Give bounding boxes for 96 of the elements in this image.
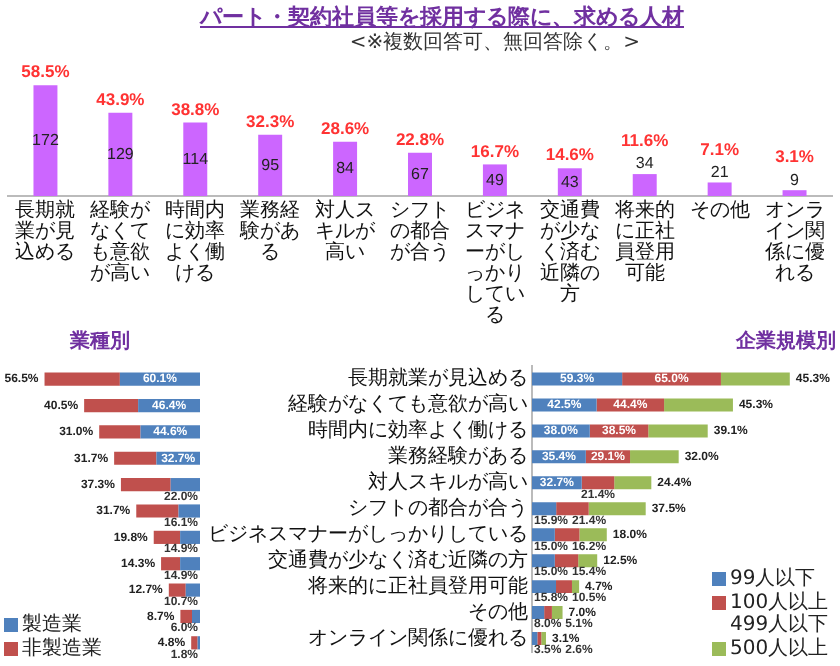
- bar: [554, 528, 580, 542]
- bar: [180, 530, 200, 544]
- y-tick-label: 長期就業が見込める: [348, 366, 528, 391]
- chart-title: 企業規模別: [734, 329, 836, 354]
- bar: [532, 502, 557, 516]
- y-tick-label: 業務経験がある: [388, 444, 528, 469]
- y-tick-label: シフトの都合が合う: [348, 495, 528, 520]
- data-label: 67: [411, 164, 430, 183]
- bar: [554, 554, 579, 568]
- data-label: 21: [710, 162, 730, 181]
- bar: [153, 530, 181, 544]
- bar: [191, 636, 198, 650]
- bar: [578, 554, 598, 568]
- chart-title: パート・契約社員等を採用する際に、求める人材: [200, 2, 684, 31]
- bar: [532, 580, 557, 594]
- bar: [170, 478, 200, 492]
- data-label: 43: [560, 172, 580, 191]
- bar: [161, 557, 181, 571]
- bar: [556, 580, 572, 594]
- annotation: 7.1%: [700, 138, 740, 159]
- annotation: 16.7%: [470, 140, 520, 161]
- bar: [44, 372, 120, 386]
- annotation: 28.6%: [320, 118, 371, 139]
- bar: [632, 174, 657, 196]
- annotation: 11.6%: [621, 130, 670, 151]
- data-label: 129: [107, 144, 135, 163]
- bar: [33, 85, 58, 196]
- legend-label: 非製造業: [22, 638, 102, 660]
- y-tick-label: 対人スキルが高い: [368, 469, 528, 494]
- bar: [664, 398, 733, 412]
- legend-label: 99人以下: [730, 568, 816, 590]
- y-tick-label: その他: [468, 599, 528, 624]
- bar: [192, 609, 200, 624]
- x-tick-label: 経験がなくても意欲が高い: [88, 197, 153, 285]
- annotation: 38.8%: [171, 98, 221, 119]
- bar: [183, 122, 208, 196]
- x-tick-label: オンライン関係に優れる: [764, 199, 825, 285]
- annotation: 43.9%: [96, 89, 146, 110]
- data-label: 172: [32, 130, 60, 149]
- bar: [532, 554, 555, 568]
- annotation: 14.6%: [545, 144, 595, 165]
- data-label: 84: [336, 159, 356, 178]
- annotation: 22.8%: [395, 129, 445, 150]
- bar: [532, 606, 545, 620]
- bar: [108, 112, 133, 196]
- bar: [532, 632, 538, 646]
- x-tick-label: 長期就業が見込める: [15, 197, 76, 264]
- y-tick-label: 時間内に効率よく働ける: [308, 418, 528, 443]
- bar: [588, 502, 646, 516]
- bar: [571, 580, 580, 594]
- data-label: 49: [486, 170, 505, 189]
- bar: [630, 450, 679, 464]
- bar: [84, 398, 139, 413]
- bar: [579, 528, 607, 542]
- bar: [180, 609, 192, 624]
- chart-title: 業種別: [68, 329, 130, 354]
- x-tick-label: 交通費が少なく済む近隣の方: [539, 197, 600, 306]
- y-tick-label: 将来的に正社員登用可能: [306, 573, 528, 598]
- legend-label: 100人以上499人以下: [730, 592, 831, 636]
- chart-subtitle: <※複数回答可、無回答除く。>: [349, 29, 640, 56]
- bar: [99, 425, 141, 439]
- data-label: 9: [790, 170, 801, 189]
- bar: [178, 504, 200, 518]
- bar: [544, 606, 552, 620]
- annotation: 32.3%: [246, 110, 296, 131]
- legend-label: 500人以上: [730, 638, 829, 660]
- y-tick-label: ビジネスマナーがしっかりしている: [208, 523, 528, 546]
- bar: [581, 476, 615, 490]
- bar: [707, 182, 732, 196]
- y-tick-label: 経験がなくても意欲が高い: [286, 392, 528, 417]
- data-label: 95: [261, 155, 281, 174]
- bar: [782, 190, 807, 196]
- legend-label: 製造業: [22, 614, 82, 636]
- x-tick-label: その他: [689, 197, 750, 222]
- x-tick-label: 将来的に正社員登用可能: [612, 197, 675, 285]
- bar: [648, 424, 708, 438]
- annotation: 58.5%: [21, 61, 71, 82]
- bar: [556, 502, 589, 516]
- bar: [185, 583, 200, 597]
- bar: [180, 557, 200, 571]
- x-tick-label: 時間内に効率よく働ける: [165, 197, 226, 285]
- y-tick-label: 交通費が少なく済む近隣の方: [268, 547, 528, 572]
- annotation: 3.1%: [775, 146, 815, 167]
- bar: [333, 141, 358, 196]
- bar: [168, 583, 186, 597]
- data-label: 114: [182, 149, 210, 168]
- bar: [120, 478, 171, 492]
- bar: [114, 451, 157, 465]
- bar: [532, 528, 555, 542]
- bar: [614, 476, 652, 490]
- bar: [720, 372, 790, 386]
- bar: [136, 504, 179, 518]
- data-label: 34: [635, 154, 655, 173]
- y-tick-label: オンライン関係に優れる: [308, 625, 528, 650]
- bar: [551, 606, 563, 620]
- bar: [258, 134, 283, 196]
